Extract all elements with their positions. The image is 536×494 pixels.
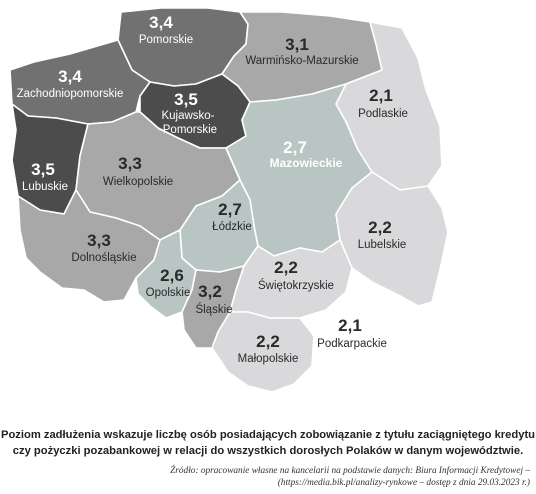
value-zachodniopomorskie: 3,4 [58,67,82,86]
value-podkarpackie: 2,1 [338,316,362,335]
voivodeship-map: 3,4 Pomorskie 3,4 Zachodniopomorskie 3,1 Warm… [10,8,448,399]
source-line-2: (https://media.bik.pl/analizy-rynkowe – … [277,478,530,488]
value-opolskie: 2,6 [160,266,184,285]
label-podkarpackie: Podkarpackie [317,338,387,350]
label-kujawsko-pomorskie: Kujawsko--Pomorskie [159,110,217,136]
label-malopolskie: Małopolskie [238,353,299,365]
label-lodzkie: Łódzkie [212,221,252,233]
value-dolnoslaskie: 3,3 [87,231,111,250]
poland-map-svg: 3,4 Pomorskie 3,4 Zachodniopomorskie 3,1Warm… [10,8,448,399]
label-slaskie: Śląskie [195,303,232,316]
source-note: Źródło: opracowanie własne na kancelarii… [90,465,530,489]
label-lubuskie: Lubuskie [22,181,68,193]
value-lubelskie: 2,2 [368,218,392,237]
label-wielkopolskie: Wielkopolskie [103,176,173,188]
label-pomorskie: Pomorskie [139,34,193,46]
value-warminsko-mazurskie: 3,1 [285,35,309,54]
region-malopolskie [211,311,315,393]
value-slaskie: 3,2 [198,282,222,301]
value-podlaskie: 2,1 [369,86,393,105]
value-wielkopolskie: 3,3 [118,154,142,173]
value-kujawsko-pomorskie: 3,5 [174,90,198,109]
label-podlaskie: Podlaskie [358,108,408,120]
value-lubuskie: 3,5 [31,160,55,179]
region-podkarpackie [299,267,419,399]
value-lodzkie: 2,7 [218,200,242,219]
label-warminsko-mazurskie: Warmińsko-Mazurskie [245,55,358,67]
label-opolskie: Opolskie [146,287,191,299]
value-malopolskie: 2,2 [256,332,280,351]
region-opolskie [135,229,197,319]
value-mazowieckie: 2,7 [283,138,307,157]
label-zachodniopomorskie: Zachodniopomorskie [17,88,124,100]
label-dolnoslaskie: Dolnośląskie [71,252,136,264]
value-swietokrzyskie: 2,2 [274,258,298,277]
map-caption: Poziom zadłużenia wskazuje liczbę osób p… [0,429,536,457]
source-line-1: Źródło: opracowanie własne na kancelarii… [170,466,530,476]
label-lubelskie: Lubelskie [358,239,407,251]
label-mazowieckie: Mazowieckie [270,156,343,170]
value-pomorskie: 3,4 [149,13,173,32]
label-swietokrzyskie: Świętokrzyskie [258,279,334,292]
